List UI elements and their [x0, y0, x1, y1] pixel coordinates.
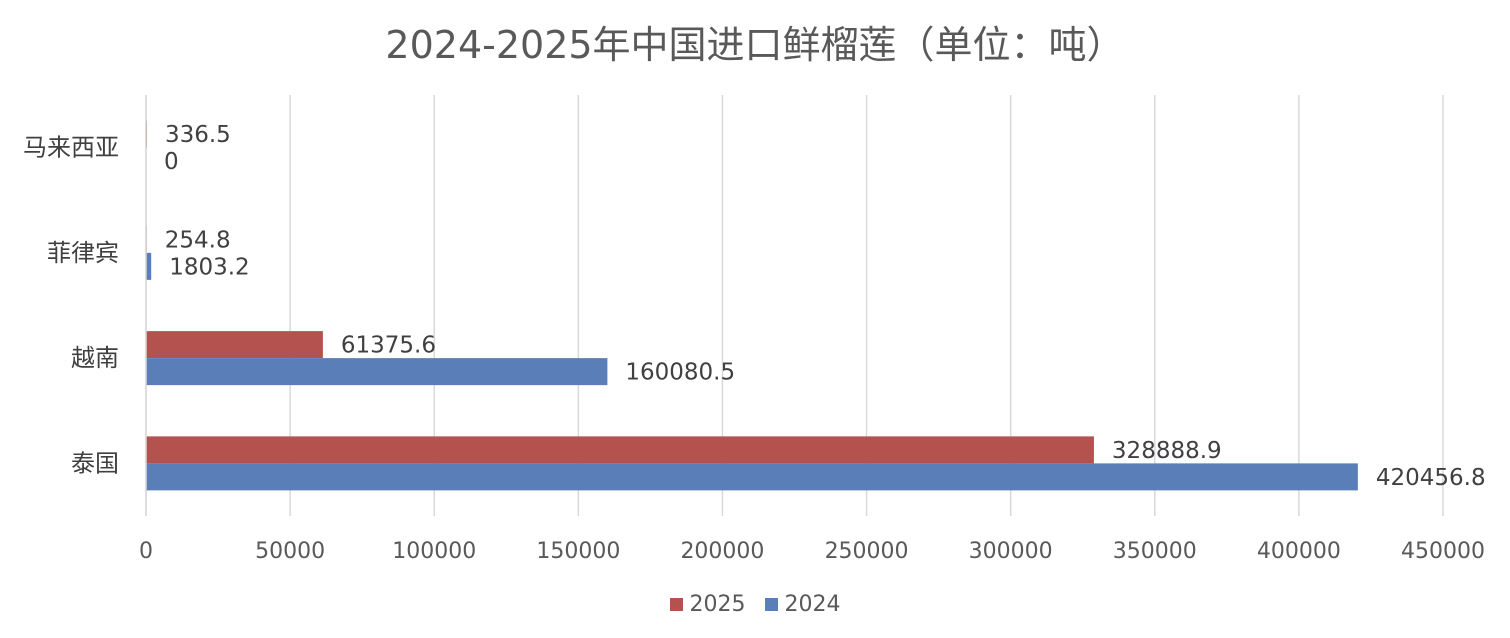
bar-2024-1 — [146, 358, 608, 386]
x-tick-label-200000: 200000 — [680, 539, 764, 564]
legend: 2025 2024 — [0, 592, 1510, 617]
x-tick-label-150000: 150000 — [536, 539, 620, 564]
x-tick-label-100000: 100000 — [392, 539, 476, 564]
x-tick-label-400000: 400000 — [1257, 539, 1341, 564]
category-label-2: 菲律宾 — [47, 239, 119, 267]
x-tick-label-250000: 250000 — [825, 539, 909, 564]
legend-swatch-2025 — [669, 598, 683, 611]
legend-label-2025: 2025 — [689, 592, 746, 617]
legend-item-2025: 2025 — [669, 592, 746, 617]
legend-swatch-2024 — [764, 598, 778, 611]
data-label-2025-0: 328888.9 — [1112, 438, 1222, 464]
x-tick-label-300000: 300000 — [969, 539, 1053, 564]
x-tick-label-0: 0 — [139, 539, 153, 564]
bar-2025-1 — [146, 331, 323, 359]
bar-2024-0 — [146, 463, 1358, 491]
data-label-2024-2: 1803.2 — [169, 254, 249, 280]
legend-label-2024: 2024 — [784, 592, 841, 617]
x-tick-label-450000: 450000 — [1401, 539, 1485, 564]
bar-2024-2 — [146, 252, 152, 280]
data-label-2024-1: 160080.5 — [625, 360, 735, 386]
data-label-2025-2: 254.8 — [165, 227, 231, 253]
data-label-2024-3: 0 — [164, 149, 179, 175]
category-label-1: 越南 — [71, 344, 119, 372]
category-label-0: 泰国 — [71, 449, 119, 477]
chart-title: 2024-2025年中国进口鲜榴莲（单位：吨） — [385, 23, 1125, 67]
x-tick-label-50000: 50000 — [255, 539, 325, 564]
legend-item-2024: 2024 — [764, 592, 841, 617]
data-label-2025-3: 336.5 — [165, 122, 231, 148]
category-label-3: 马来西亚 — [23, 134, 119, 162]
data-label-2024-0: 420456.8 — [1376, 465, 1486, 491]
bar-2025-0 — [146, 436, 1094, 464]
x-tick-label-350000: 350000 — [1113, 539, 1197, 564]
data-label-2025-1: 61375.6 — [341, 333, 436, 359]
